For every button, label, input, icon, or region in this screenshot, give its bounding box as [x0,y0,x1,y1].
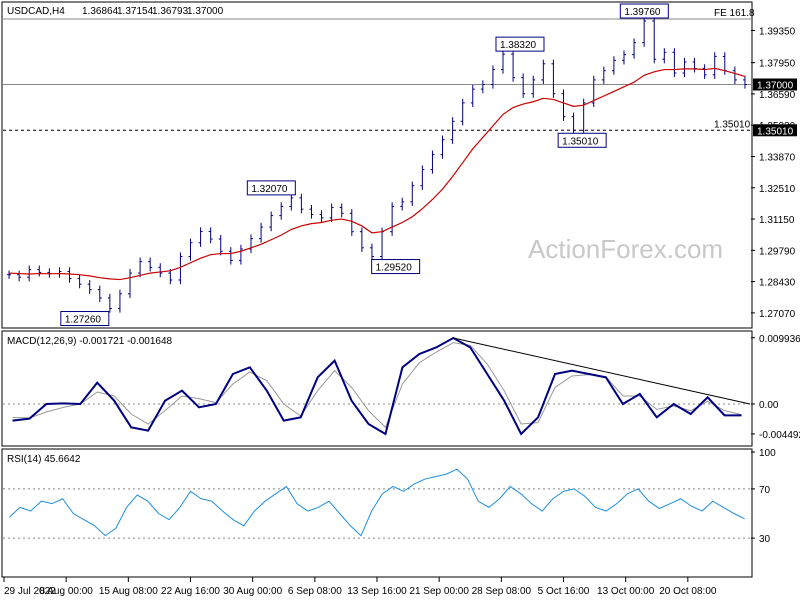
rsi-lines [3,468,751,539]
ohlc-open: 1.36864 [82,6,119,17]
price-tick-label: 1.33870 [759,152,796,163]
price-tick-label: 1.31150 [759,215,795,226]
annotation-box [619,3,669,19]
macd-trendline [453,337,751,405]
macd-title: MACD(12,26,9) -0.001721 -0.001648 [7,336,173,347]
macd-tick-label: 0.009936 [759,334,800,345]
macd-axis-ticks: 0.009936 0.00 -0.004492 [751,334,800,441]
rsi-tick-label: 30 [759,534,771,545]
annotation-label: 1.27260 [65,315,102,326]
annotation-box [60,311,110,327]
price-tick-label: 1.28430 [759,278,796,289]
time-tick-label: 20 Oct 08:00 [659,586,717,597]
time-tick-label: 6 Sep 08:00 [288,586,342,597]
price-level-label: FE 161.8 [714,8,755,19]
price-marker-box [753,124,797,137]
watermark: ActionForex.com [528,234,723,264]
macd-series-line [12,342,742,429]
price-tick-label: 1.36590 [759,90,796,101]
price-tick-label: 1.37950 [759,59,796,70]
ohlc-high: 1.37154 [117,6,154,17]
annotation-box [495,36,545,52]
rsi-title: RSI(14) 45.6642 [7,454,81,465]
time-tick-label: 8 Aug 00:00 [39,586,93,597]
rsi-panel-frame [1,448,753,578]
price-tick-label: 1.39350 [759,26,796,37]
macd-tick-label: -0.004492 [759,430,800,441]
price-level-label: 1.35010 [714,119,751,130]
time-tick-label: 28 Sep 08:00 [472,586,532,597]
macd-panel-frame [1,330,753,447]
moving-average-line [9,67,746,281]
time-tick-label: 22 Aug 16:00 [161,586,220,597]
price-annotations: 1.27260 1.32070 1.29520 1.38320 1.35010 1.397… [60,3,669,327]
annotation-label: 1.39760 [624,7,661,18]
time-tick-label: 21 Sep 00:00 [409,586,469,597]
macd-tick-label: 0.00 [759,400,779,411]
price-axis-ticks: 1.393501.379501.365901.352301.338701.325… [751,26,797,320]
price-tick-label: 1.32510 [759,184,796,195]
price-panel-frame [1,1,753,329]
price-marker-label: 1.37000 [757,81,794,92]
price-marker-label: 1.35010 [757,126,794,137]
annotation-box [246,180,296,196]
ohlc-close: 1.37000 [187,6,224,17]
rsi-tick-label: 100 [759,448,776,459]
annotation-label: 1.38320 [500,40,537,51]
rsi-tick-label: 70 [759,485,771,496]
rsi-axis-ticks: 100 70 30 [751,448,776,545]
annotation-box [371,259,421,275]
annotation-box [557,132,607,148]
price-chart-title: USDCAD,H4 [7,6,65,17]
price-marker-box [753,78,797,91]
time-tick-label: 30 Aug 00:00 [223,586,282,597]
price-tick-label: 1.27070 [759,309,796,320]
annotation-label: 1.29520 [376,263,413,274]
macd-series-line [12,336,742,436]
price-bars [7,16,747,313]
time-tick-label: 13 Sep 16:00 [347,586,407,597]
rsi-line [8,468,745,537]
price-tick-label: 1.29790 [759,246,796,257]
price-moving-average [9,67,746,281]
time-tick-label: 29 Jul 2022 [4,586,56,597]
time-tick-label: 15 Aug 08:00 [99,586,158,597]
ohlc-low: 1.36793 [152,6,189,17]
price-levels: FE 161.8 1.35010 [3,8,755,131]
macd-lines [3,336,751,436]
annotation-label: 1.32070 [251,184,288,195]
time-tick-label: 5 Oct 16:00 [538,586,590,597]
annotation-label: 1.35010 [562,136,599,147]
time-tick-label: 13 Oct 00:00 [597,586,655,597]
